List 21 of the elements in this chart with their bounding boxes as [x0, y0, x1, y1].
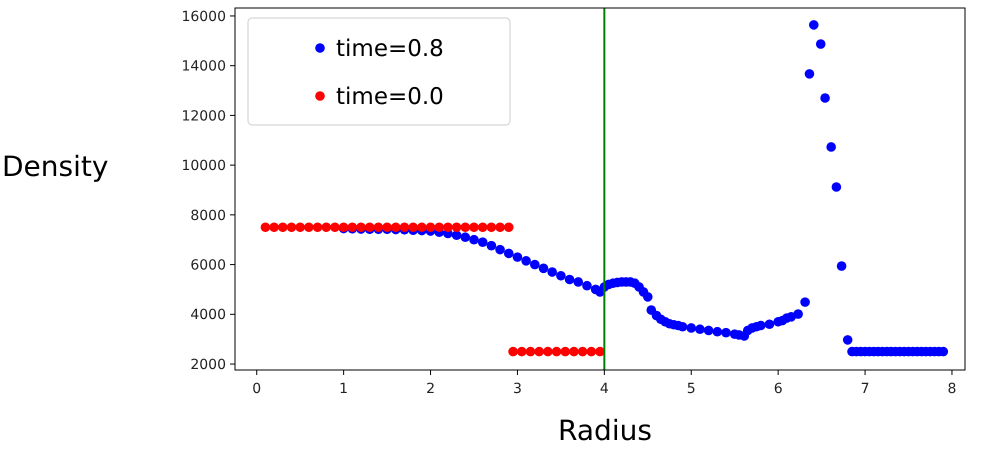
y-tick-label: 2000	[190, 356, 226, 373]
x-tick-label: 0	[252, 381, 262, 397]
y-tick-label: 12000	[181, 108, 226, 124]
y-tick-label: 4000	[190, 307, 226, 324]
y-tick-label: 8000	[190, 208, 226, 224]
x-tick-label: 5	[686, 381, 696, 397]
x-tick-label: 6	[774, 381, 783, 397]
legend-label: time=0.8	[336, 36, 444, 62]
x-tick-label: 2	[426, 381, 435, 397]
y-tick-label: 16000	[181, 8, 226, 25]
y-axis-title: Density	[2, 150, 108, 183]
x-tick-label: 1	[339, 381, 348, 397]
y-tick-label: 14000	[181, 58, 226, 75]
y-tick-label: 6000	[190, 257, 226, 274]
x-axis-title: Radius	[558, 414, 652, 447]
x-tick-label: 4	[600, 381, 609, 397]
x-tick-label: 7	[860, 381, 870, 397]
y-tick-label: 10000	[181, 158, 226, 174]
x-tick-label: 8	[948, 381, 956, 397]
legend-label: time=0.0	[336, 84, 444, 110]
x-tick-label: 3	[512, 381, 522, 397]
